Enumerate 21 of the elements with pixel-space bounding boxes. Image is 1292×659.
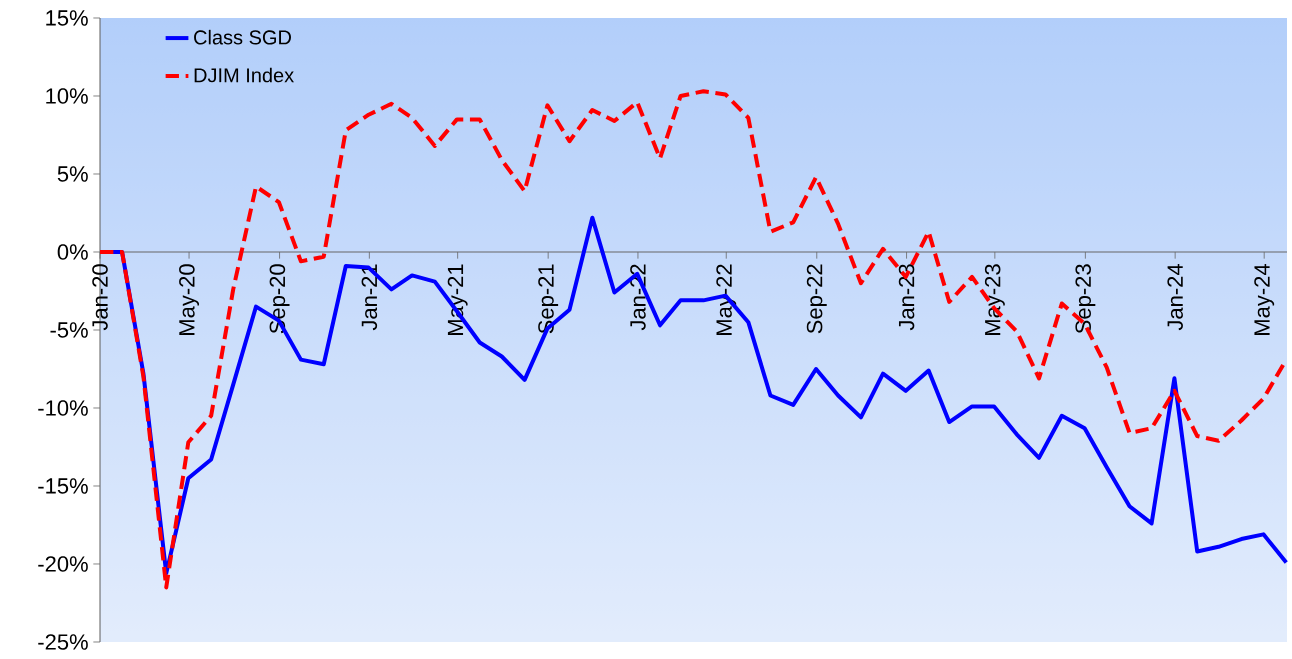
x-tick-label: May-20	[179, 264, 200, 335]
y-tick-label: -10%	[38, 400, 88, 416]
x-tick-label: May-24	[1254, 264, 1275, 335]
y-tick-label: 0%	[57, 244, 88, 260]
y-tick-label: -20%	[38, 556, 88, 572]
legend-label: Class SGD	[194, 29, 291, 45]
y-tick-label: -15%	[38, 478, 88, 494]
x-tick-label: Sep-20	[269, 264, 290, 334]
x-tick-label: Sep-22	[806, 264, 827, 334]
y-tick-label: -5%	[50, 322, 88, 338]
x-tick-label: May-23	[984, 264, 1005, 335]
x-tick-label: Jan-23	[898, 264, 915, 331]
y-tick-label: 10%	[46, 88, 88, 104]
x-tick-label: Sep-23	[1075, 264, 1096, 334]
legend-label: DJIM Index	[194, 67, 294, 83]
y-tick-label: 15%	[46, 10, 88, 26]
y-tick-label: -25%	[38, 634, 88, 650]
x-tick-label: Jan-20	[92, 264, 108, 331]
x-tick-label: Jan-24	[1167, 264, 1183, 331]
y-tick-label: 5%	[57, 166, 88, 182]
x-tick-label: Sep-21	[538, 264, 559, 334]
